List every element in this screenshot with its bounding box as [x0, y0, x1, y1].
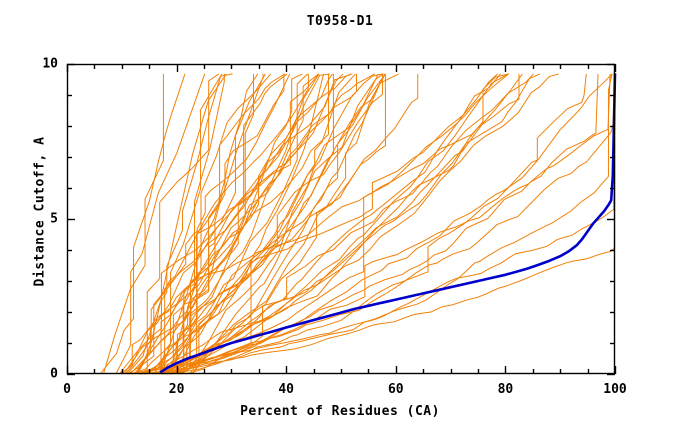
y-tick-label: 10	[42, 56, 58, 72]
prediction-curve	[140, 73, 510, 375]
x-tick-label: 20	[168, 382, 185, 397]
prediction-curve	[172, 73, 587, 375]
prediction-curve	[132, 73, 309, 375]
axis-frame	[66, 63, 617, 376]
prediction-curve	[160, 73, 344, 374]
prediction-curve	[125, 73, 353, 375]
prediction-curve	[146, 73, 286, 375]
prediction-curve	[102, 73, 164, 375]
prediction-curve	[165, 73, 325, 375]
prediction-curve	[165, 73, 333, 375]
x-tick-label: 100	[603, 382, 627, 397]
prediction-curve	[161, 73, 613, 375]
prediction-curve	[124, 73, 375, 375]
chart-title: T0958-D1	[306, 14, 374, 29]
prediction-curve	[99, 73, 186, 375]
prediction-curve	[169, 73, 541, 375]
prediction-curve	[138, 73, 220, 375]
prediction-curve	[121, 73, 266, 375]
prediction-curve	[142, 73, 308, 375]
prediction-curve	[170, 73, 611, 375]
prediction-curve	[180, 73, 384, 375]
x-tick-label: 0	[63, 382, 71, 397]
x-tick-label: 60	[387, 382, 404, 397]
prediction-curve	[158, 73, 613, 375]
x-axis-label: Percent of Residues (CA)	[240, 404, 440, 419]
prediction-curve	[160, 73, 534, 375]
reference-curve	[159, 73, 617, 374]
prediction-series-group	[99, 73, 616, 375]
prediction-curve	[176, 73, 320, 375]
prediction-curve	[165, 73, 419, 375]
prediction-curve	[192, 73, 386, 375]
prediction-curve	[170, 73, 599, 375]
prediction-curve	[164, 73, 520, 375]
prediction-curve	[128, 73, 616, 375]
prediction-curve	[139, 73, 616, 375]
prediction-curve	[118, 73, 383, 375]
prediction-curve	[189, 73, 352, 375]
y-tick-label: 5	[50, 211, 58, 227]
prediction-curve	[159, 73, 259, 375]
prediction-curve	[146, 73, 386, 375]
prediction-curve	[158, 73, 223, 375]
x-tick-label: 80	[497, 382, 514, 397]
y-tick-label: 0	[50, 366, 58, 382]
prediction-curve	[185, 73, 499, 375]
prediction-curve	[126, 73, 233, 375]
x-tick-label: 40	[278, 382, 295, 397]
prediction-curve	[161, 73, 509, 375]
prediction-curve	[139, 73, 509, 375]
prediction-curve	[164, 73, 331, 374]
prediction-curve	[115, 73, 206, 375]
reference-series-group	[159, 73, 617, 374]
prediction-curve	[154, 73, 559, 375]
prediction-curve	[118, 73, 285, 375]
